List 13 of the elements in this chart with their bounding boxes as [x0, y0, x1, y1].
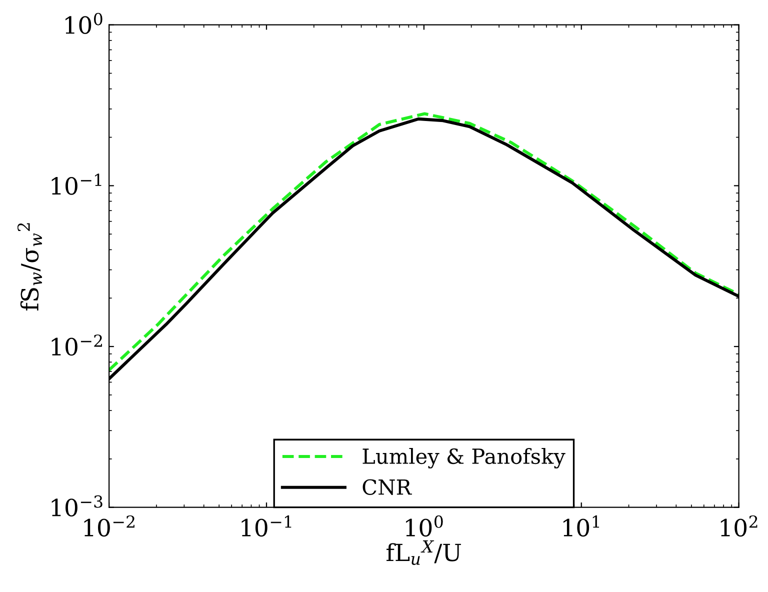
x-tick-label: 10$^{0}$	[406, 515, 443, 537]
y-axis-title: fS$_{w}$/σ$_{w}$$^{2}$	[17, 223, 42, 310]
y-tick-label: 10$^{−1}$	[52, 174, 102, 195]
y-tick-label: 10$^{−2}$	[52, 334, 102, 356]
x-axis-title: fL$_{u}$$^{X}$/U	[386, 540, 461, 565]
y-tick-label: 10$^{0}$	[66, 12, 102, 34]
x-tick-label: 10$^{2}$	[720, 515, 758, 537]
y-tick-label: 10$^{−3}$	[52, 495, 102, 516]
legend-label: Lumley & Panofsky	[362, 448, 566, 468]
x-tick-label: 10$^{−2}$	[84, 515, 134, 537]
x-tick-label: 10$^{−1}$	[242, 515, 292, 537]
x-tick-label: 10$^{1}$	[563, 515, 600, 537]
legend-label: CNR	[362, 479, 412, 495]
